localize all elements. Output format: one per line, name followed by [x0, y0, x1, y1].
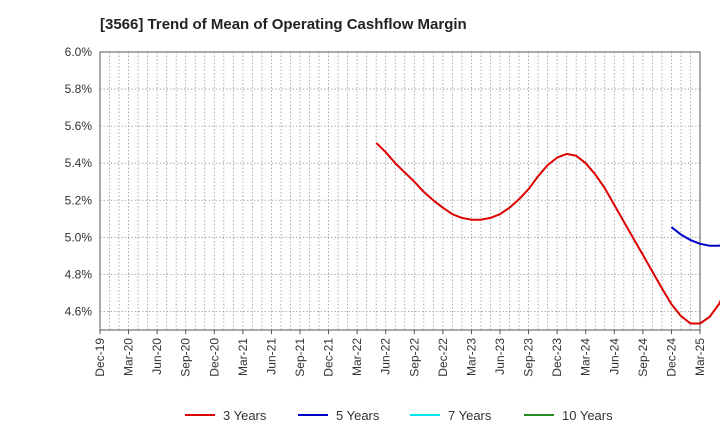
y-tick-label: 5.8%	[65, 82, 93, 96]
x-tick-label: Jun-21	[264, 338, 278, 375]
x-tick-label: Mar-20	[122, 338, 136, 376]
plot-frame	[99, 51, 701, 331]
x-tick-label: Sep-20	[179, 338, 193, 377]
x-tick-label: Dec-20	[207, 338, 221, 377]
x-tick-label: Mar-23	[464, 338, 478, 376]
series-line-5-years	[670, 226, 720, 247]
x-tick-label: Sep-24	[636, 338, 650, 377]
x-tick-label: Jun-24	[607, 338, 621, 375]
legend-label-5-years: 5 Years	[336, 408, 380, 423]
x-tick-label: Dec-21	[322, 338, 336, 377]
x-tick-label: Jun-20	[150, 338, 164, 375]
y-tick-label: 5.4%	[65, 156, 93, 170]
x-tick-label: Jun-23	[493, 338, 507, 375]
x-tick-label: Mar-25	[693, 338, 707, 376]
legend-label-10-years: 10 Years	[562, 408, 613, 423]
x-tick-label: Jun-22	[379, 338, 393, 375]
x-tick-label: Mar-22	[350, 338, 364, 376]
x-tick-label: Dec-19	[93, 338, 107, 377]
y-tick-label: 5.2%	[65, 193, 93, 207]
y-tick-label: 5.6%	[65, 119, 93, 133]
y-tick-label: 4.8%	[65, 267, 93, 281]
y-tick-label: 4.6%	[65, 304, 93, 318]
x-tick-label: Mar-24	[579, 338, 593, 376]
x-tick-label: Dec-23	[550, 338, 564, 377]
series-line-3-years	[375, 142, 720, 325]
legend-label-7-years: 7 Years	[448, 408, 492, 423]
y-tick-label: 6.0%	[65, 45, 93, 59]
plot-area	[100, 52, 700, 330]
chart-title: [3566] Trend of Mean of Operating Cashfl…	[100, 16, 467, 33]
legend-label-3-years: 3 Years	[223, 408, 267, 423]
x-tick-label: Dec-24	[664, 338, 678, 377]
x-tick-label: Dec-22	[436, 338, 450, 377]
x-tick-label: Sep-23	[522, 338, 536, 377]
x-tick-label: Sep-22	[407, 338, 421, 377]
y-tick-label: 5.0%	[65, 230, 93, 244]
x-tick-label: Mar-21	[236, 338, 250, 376]
x-tick-label: Sep-21	[293, 338, 307, 377]
